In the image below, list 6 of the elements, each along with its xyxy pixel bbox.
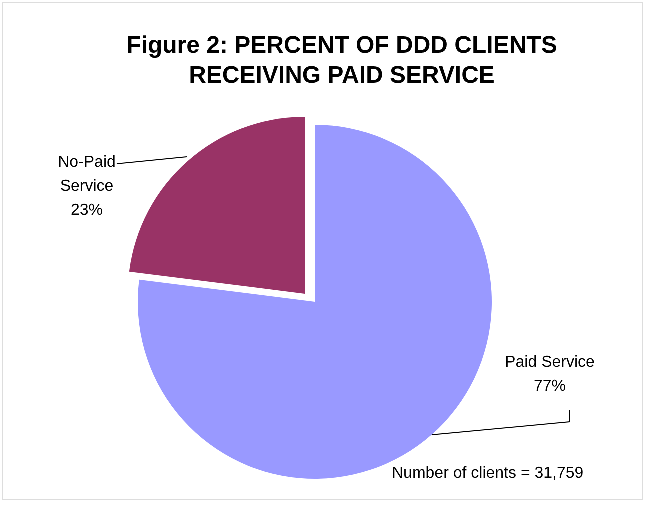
data-label: 77% bbox=[534, 378, 566, 395]
chart-title: Figure 2: PERCENT OF DDD CLIENTS RECEIVING PAID SERVICE bbox=[126, 32, 558, 89]
text: Number of clients = 31,759 bbox=[392, 465, 584, 482]
data-label: 23% bbox=[70, 202, 104, 219]
slice-label: Paid Service bbox=[505, 354, 596, 371]
slice-label: No-Paid Service bbox=[58, 154, 116, 195]
